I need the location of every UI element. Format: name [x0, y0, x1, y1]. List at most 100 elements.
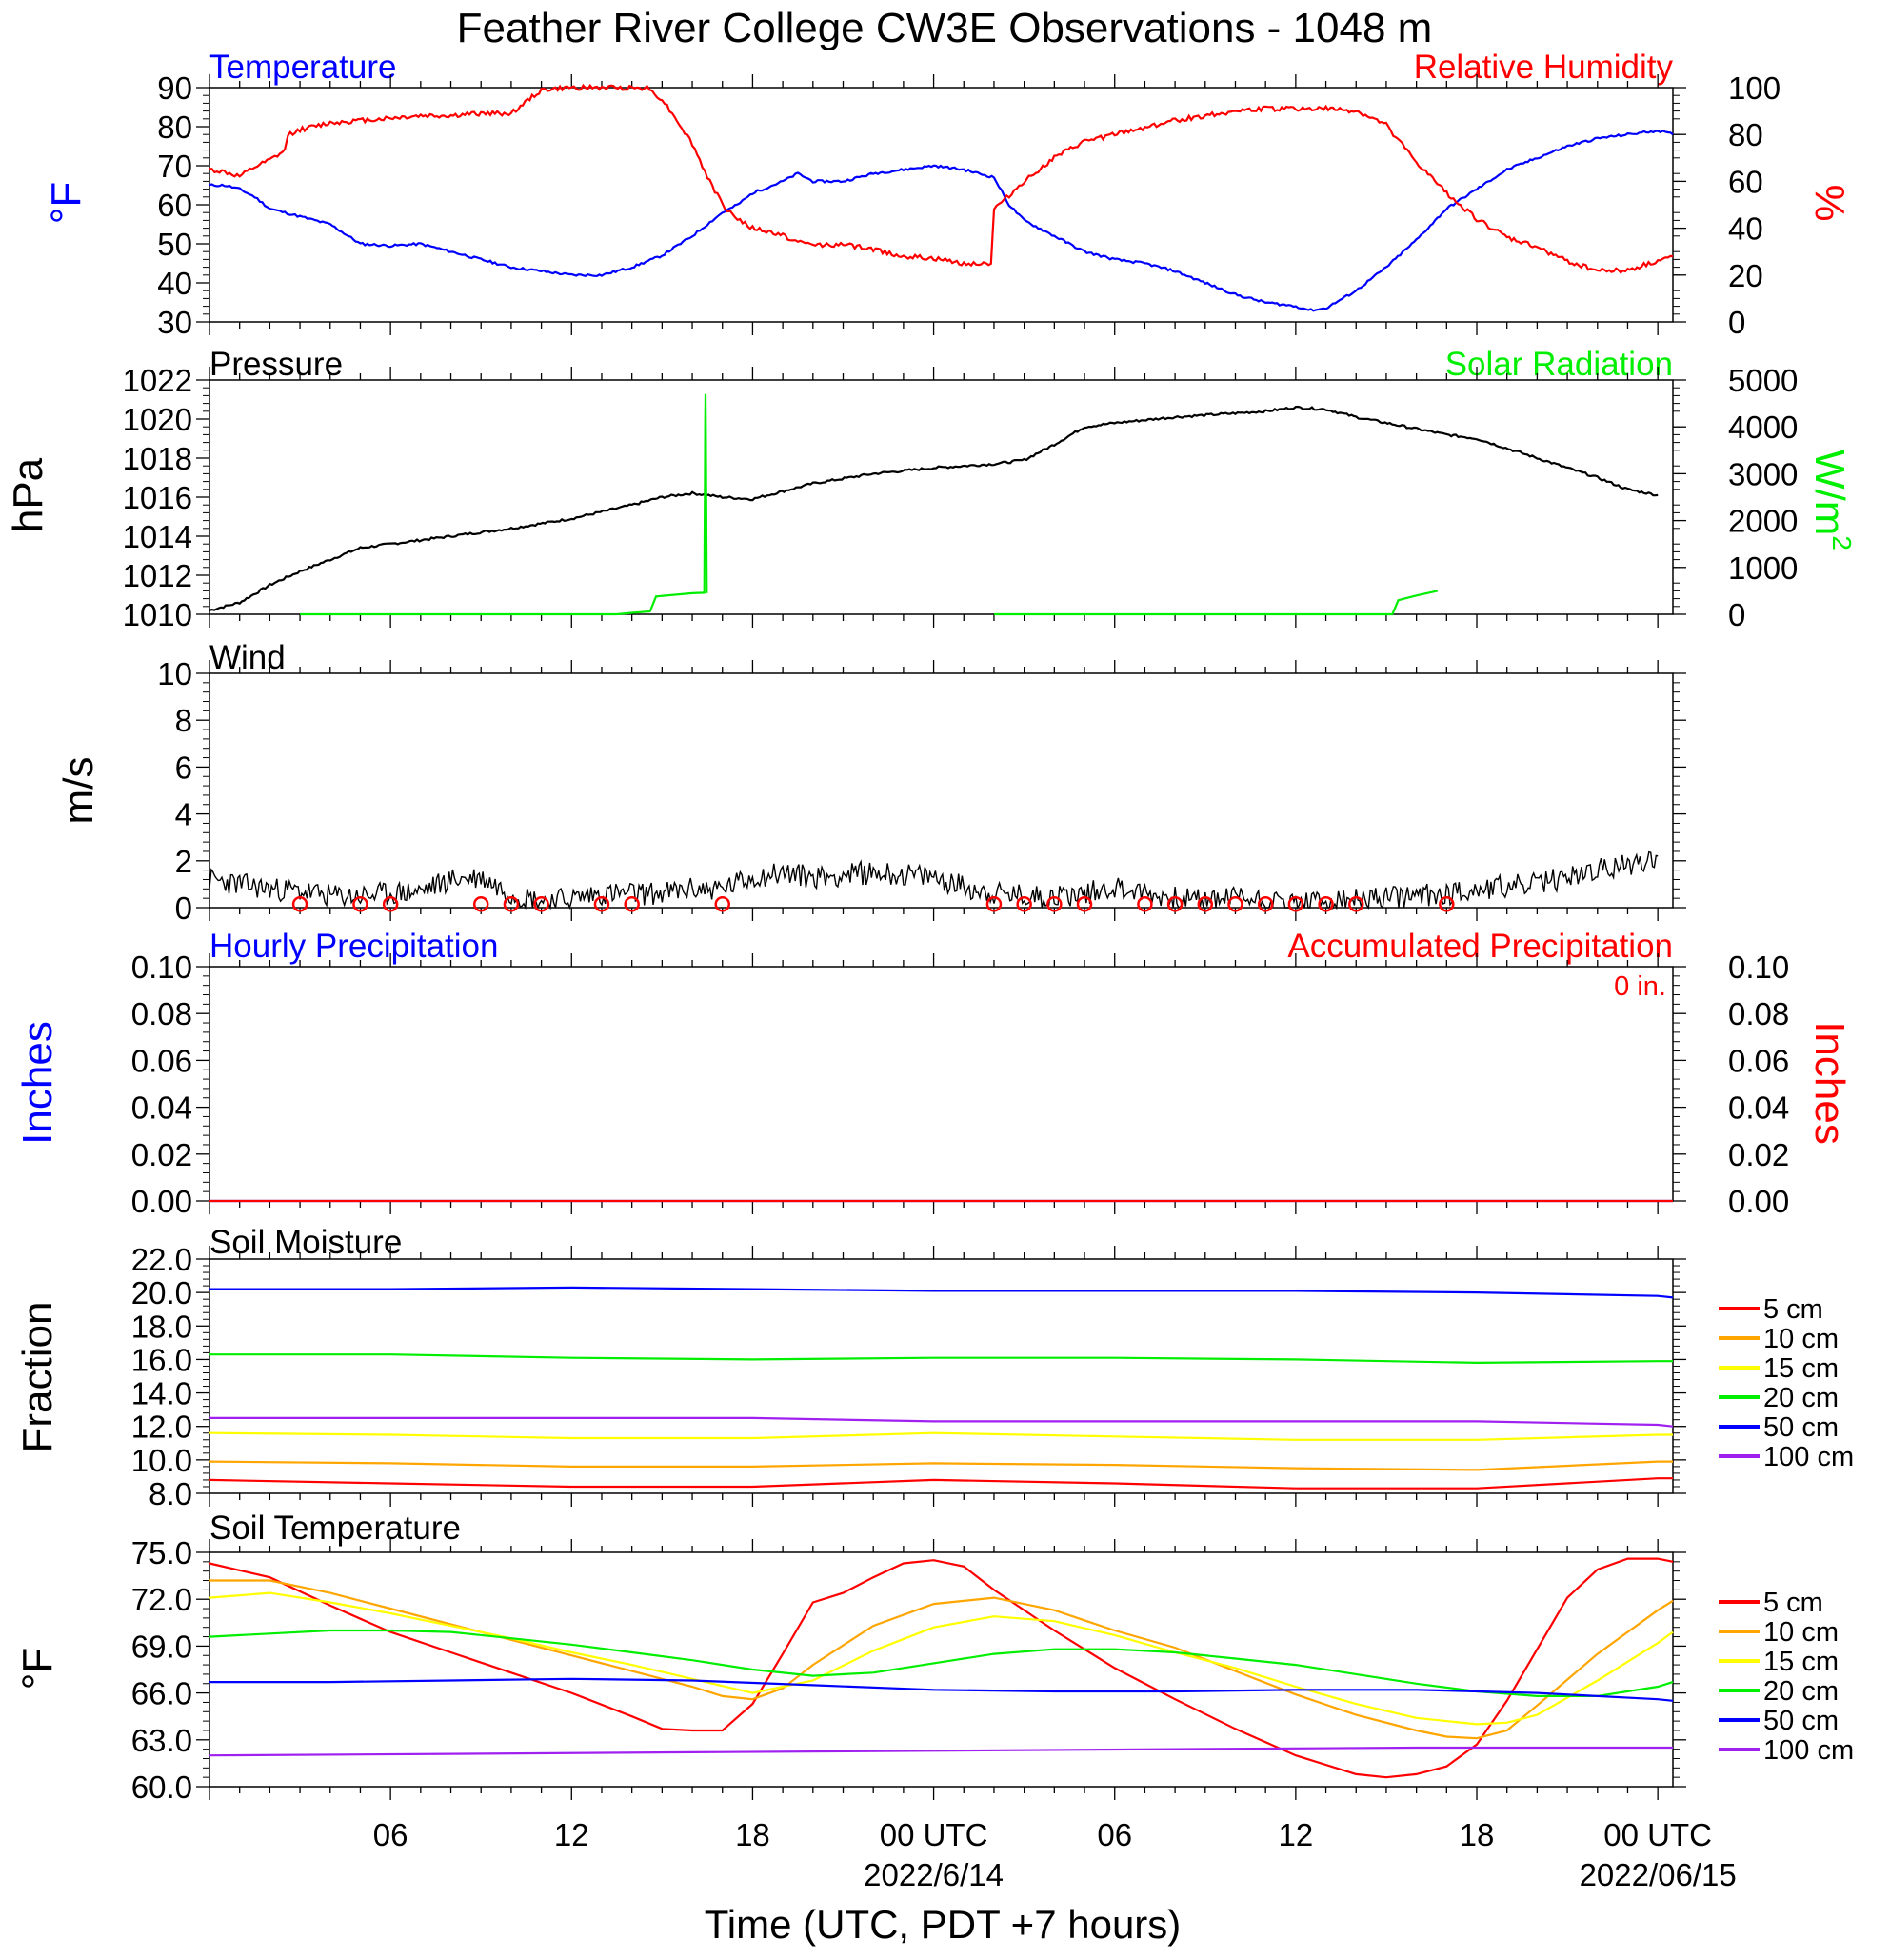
y-tick-label-right: 0.10: [1728, 950, 1789, 985]
y-tick-label-left: 10: [157, 656, 192, 691]
y-tick-label-left: 1016: [123, 480, 192, 515]
y-tick-label-left: 1012: [123, 558, 192, 593]
y-tick-label-right: 0.02: [1728, 1137, 1789, 1172]
panel-label-wind: Wind: [209, 639, 286, 676]
series-line-5-cm: [209, 1557, 1674, 1779]
legend-label: 5 cm: [1763, 1294, 1823, 1325]
series-line-pressure: [209, 405, 1659, 611]
y-tick-label-left: 0.00: [131, 1184, 192, 1219]
y-tick-label-right: 100: [1728, 70, 1781, 106]
panel-label-pressure: Pressure: [209, 346, 343, 383]
series-line-100-cm: [209, 1416, 1674, 1428]
x-tick-label: 18: [735, 1817, 770, 1852]
calm-wind-marker: [714, 896, 730, 912]
y-tick-label-right: 0: [1728, 597, 1745, 632]
y-tick-label-left: 0.02: [131, 1137, 192, 1172]
y-tick-label-left: 14.0: [131, 1376, 192, 1411]
x-axis: Time (UTC, PDT +7 hours) 06 12 18 00 UTC 202…: [373, 1817, 1737, 1947]
y-tick-label-right: 0.00: [1728, 1184, 1789, 1219]
series-line-solar-radiation: [300, 393, 708, 616]
series-line-50-cm: [209, 1677, 1674, 1702]
y-tick-label-left: 0.10: [131, 950, 192, 985]
series-line-10-cm: [209, 1460, 1673, 1471]
y-tick-label-right: 1000: [1728, 550, 1798, 586]
calm-wind-marker: [985, 896, 1003, 912]
series-line-wind: [209, 850, 1659, 910]
y-tick-label-left: 10.0: [131, 1443, 192, 1478]
calm-wind-marker: [503, 896, 520, 912]
y-tick-label-right: 60: [1728, 164, 1763, 199]
panel-soil-temperature: Soil Temperature °F: [14, 1510, 461, 1690]
y-tick-label-left: 30: [157, 305, 192, 340]
plot-frame: [209, 672, 1674, 909]
calm-wind-marker: [1439, 896, 1455, 912]
y-axis-label-wm2: W/m2: [1806, 450, 1857, 550]
panel-label-temperature: Temperature: [209, 49, 396, 86]
panel-temperature-humidity: Temperature Relative Humidity °F %: [43, 49, 1853, 224]
x-tick-label: 12: [1279, 1817, 1314, 1852]
panel-label-soil-moisture: Soil Moisture: [209, 1224, 402, 1261]
calm-wind-marker: [533, 896, 549, 912]
y-axis-label-hpa: hPa: [5, 457, 51, 532]
y-tick-label-left: 8: [175, 703, 192, 738]
y-tick-label-left: 1020: [123, 402, 192, 437]
legend-label: 50 cm: [1763, 1412, 1839, 1443]
calm-wind-marker: [1166, 896, 1184, 912]
calm-wind-marker: [1076, 896, 1093, 912]
y-tick-label-left: 1018: [123, 441, 192, 476]
y-tick-label-left: 22.0: [131, 1242, 192, 1277]
y-tick-label-left: 70: [157, 149, 192, 184]
y-tick-label-right: 0.06: [1728, 1043, 1789, 1078]
y-tick-label-left: 1014: [123, 519, 192, 554]
calm-wind-marker: [1137, 896, 1153, 912]
x-tick-label: 00 UTC: [880, 1817, 988, 1852]
panel-label-soil-temperature: Soil Temperature: [209, 1510, 461, 1547]
panel-label-solar-radiation: Solar Radiation: [1445, 346, 1673, 383]
plot-frame: [209, 1258, 1674, 1494]
y-tick-label-left: 6: [175, 750, 192, 785]
y-tick-label-left: 80: [157, 110, 192, 145]
y-axis-label-soil-fahrenheit: °F: [14, 1648, 61, 1690]
plot-frame: [209, 1551, 1674, 1788]
y-tick-label-left: 75.0: [131, 1535, 192, 1570]
x-tick-label: 18: [1460, 1817, 1495, 1852]
chart-temp_rh: 30 40 50 60 70 80 90 0 20 40 60 80 100: [157, 70, 1781, 340]
y-tick-label-right: 2000: [1728, 504, 1798, 539]
y-tick-label-left: 18.0: [131, 1309, 192, 1344]
y-tick-label-right: 0: [1728, 305, 1745, 340]
legend-label: 20 cm: [1763, 1676, 1839, 1707]
y-tick-label-left: 66.0: [131, 1676, 192, 1711]
panel-label-relative-humidity: Relative Humidity: [1414, 49, 1674, 86]
y-tick-label-left: 0.08: [131, 996, 192, 1031]
series-line-solar-radiation: [994, 590, 1439, 616]
series-line-relative-humidity: [209, 83, 1674, 274]
panel-pressure-solar: Pressure Solar Radiation hPa W/m2: [5, 346, 1857, 550]
accumulated-total-text: 0 in.: [1614, 971, 1666, 1002]
y-tick-label-right: 3000: [1728, 456, 1798, 491]
y-tick-label-right: 80: [1728, 117, 1763, 152]
y-tick-label-left: 20.0: [131, 1275, 192, 1310]
calm-wind-marker: [1016, 896, 1032, 912]
panel-label-hourly-precipitation: Hourly Precipitation: [209, 928, 498, 965]
y-tick-label-left: 72.0: [131, 1582, 192, 1617]
y-tick-label-left: 50: [157, 227, 192, 262]
series-line-15-cm: [209, 1431, 1673, 1441]
series-line-15-cm: [209, 1591, 1674, 1726]
legend-label: 5 cm: [1763, 1588, 1823, 1618]
legend-label: 100 cm: [1763, 1442, 1854, 1472]
y-tick-label-left: 40: [157, 266, 192, 301]
figure-title: Feather River College CW3E Observations …: [457, 5, 1433, 51]
y-tick-label-left: 1022: [123, 363, 192, 398]
calm-wind-marker: [1318, 896, 1334, 912]
calm-wind-marker: [1347, 896, 1364, 912]
series-line-100-cm: [209, 1746, 1673, 1757]
legend-label: 50 cm: [1763, 1706, 1839, 1736]
calm-wind-marker: [1197, 896, 1214, 912]
y-tick-label-right: 4000: [1728, 410, 1798, 445]
y-tick-label-left: 60: [157, 188, 192, 223]
calm-wind-marker: [352, 896, 368, 912]
y-tick-label-left: 0.06: [131, 1043, 192, 1078]
